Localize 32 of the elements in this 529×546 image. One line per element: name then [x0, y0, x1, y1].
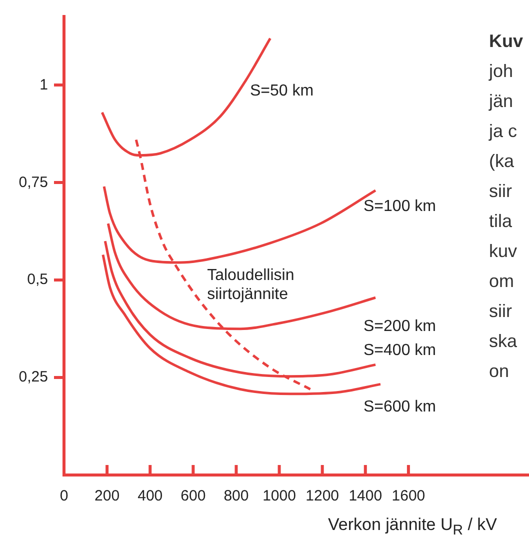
- series-label: S=600 km: [363, 398, 436, 416]
- series-label: Taloudellisin siirtojännite: [207, 266, 294, 303]
- y-tick-label: 0,75: [18, 174, 48, 191]
- x-tick-label: 1000: [262, 488, 296, 505]
- annotation: ja c: [489, 120, 518, 142]
- annotation: Kuv: [489, 30, 524, 52]
- x-tick-label: 600: [180, 488, 206, 505]
- y-tick-label: 0,5: [27, 271, 48, 288]
- x-tick-label: 1600: [392, 488, 426, 505]
- series-label: S=50 km: [250, 82, 314, 100]
- annotation: (ka: [489, 150, 514, 172]
- y-tick-label: 1: [40, 76, 48, 94]
- x-tick-label: 0: [60, 488, 68, 505]
- series-label: S=100 km: [364, 198, 436, 215]
- annotation: jän: [489, 90, 514, 112]
- x-tick-label: 200: [94, 488, 120, 505]
- annotation: siir: [489, 300, 512, 322]
- x-tick-label: 1200: [306, 488, 340, 505]
- x-axis-title: Verkon jännite U$_{R}$ / kV: [328, 515, 497, 538]
- annotation: joh: [489, 60, 514, 82]
- annotation: ska: [489, 330, 518, 352]
- annotation: siir: [489, 180, 512, 202]
- annotation: tila: [489, 210, 512, 232]
- annotation: om: [489, 270, 514, 292]
- x-tick-label: 1400: [348, 488, 382, 505]
- series-label: S=200 km: [364, 318, 436, 336]
- annotation: on: [489, 360, 510, 382]
- annotation: kuv: [489, 240, 518, 262]
- x-tick-label: 400: [138, 488, 163, 505]
- series-label: S=400 km: [364, 342, 436, 360]
- y-tick-label: 0,25: [18, 368, 48, 386]
- x-tick-label: 800: [224, 488, 249, 505]
